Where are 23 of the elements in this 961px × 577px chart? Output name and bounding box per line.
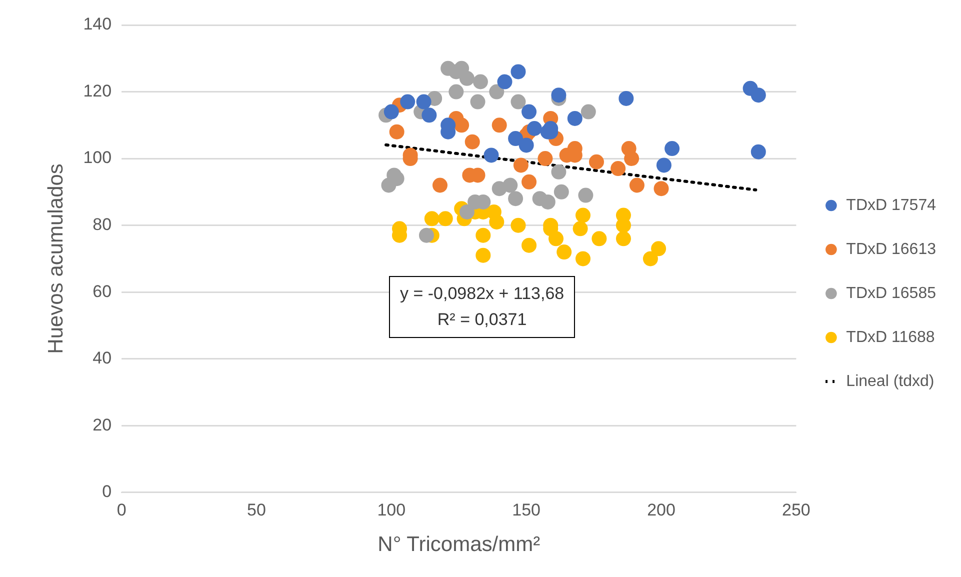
- y-tick-label: 60: [92, 282, 112, 301]
- x-tick-label: 100: [377, 500, 406, 520]
- y-tick-label: 20: [92, 415, 112, 434]
- legend-label: TDxD 17574: [846, 196, 936, 214]
- y-tick-label: 40: [92, 348, 112, 368]
- y-axis-title: Huevos acumulados: [44, 164, 68, 354]
- annotation: R² = 0,0371: [436, 309, 528, 331]
- x-tick-label: 0: [116, 500, 126, 520]
- x-tick-label: 50: [247, 500, 266, 520]
- x-tick-label: 250: [782, 500, 810, 520]
- legend-label: TDxD 16613: [846, 240, 936, 258]
- x-tick-label: 150: [512, 500, 541, 520]
- annotation: y = -0,0982x + 113,68: [400, 283, 564, 305]
- y-tick-label: 0: [102, 482, 112, 502]
- x-axis-title: N° Tricomas/mm²: [378, 533, 540, 556]
- legend-label: TDxD 16585: [846, 284, 936, 302]
- x-tick-label: 200: [647, 500, 676, 520]
- y-tick-label: 140: [83, 14, 112, 34]
- legend-label: TDxD 11688: [846, 328, 935, 346]
- legend-label: Lineal (tdxd): [846, 372, 934, 390]
- y-tick-label: 100: [83, 148, 112, 168]
- y-tick-label: 120: [83, 81, 112, 100]
- y-tick-label: 80: [92, 215, 112, 234]
